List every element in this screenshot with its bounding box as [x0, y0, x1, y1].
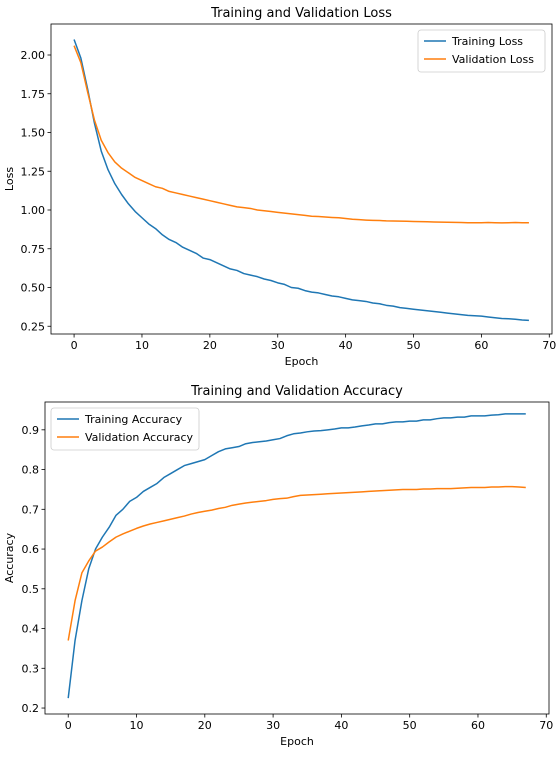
y-axis-label: Accuracy — [3, 532, 16, 583]
x-tick-label: 40 — [339, 339, 353, 352]
y-tick-label: 1.75 — [21, 88, 46, 101]
y-tick-label: 0.8 — [22, 464, 40, 477]
y-tick-label: 0.25 — [21, 320, 46, 333]
legend-label: Training Accuracy — [84, 413, 183, 426]
x-tick-label: 0 — [65, 719, 72, 732]
x-axis-label: Epoch — [285, 355, 319, 368]
plot-frame — [50, 23, 553, 335]
chart-title: Training and Validation Accuracy — [190, 384, 403, 399]
plot-frame — [44, 401, 550, 715]
legend: Training Accuracy Validation Accuracy — [50, 407, 200, 451]
series-line-validation-accuracy — [67, 485, 526, 641]
x-tick-label: 10 — [135, 339, 149, 352]
y-tick-label: 1.00 — [21, 204, 46, 217]
y-tick-label: 0.75 — [21, 243, 46, 256]
y-tick-label: 0.50 — [21, 282, 46, 295]
x-tick-label: 60 — [474, 339, 488, 352]
series-line-validation-loss — [73, 45, 529, 224]
x-tick-label: 40 — [334, 719, 348, 732]
legend: Training Loss Validation Loss — [417, 29, 546, 73]
legend-label: Training Loss — [451, 35, 523, 48]
y-tick-label: 0.9 — [22, 424, 40, 437]
x-tick-label: 30 — [266, 719, 280, 732]
series-line-training-loss — [73, 39, 529, 322]
x-tick-label: 50 — [403, 719, 417, 732]
y-tick-label: 0.6 — [22, 543, 40, 556]
legend-box — [50, 407, 200, 451]
y-tick-label: 0.3 — [22, 662, 40, 675]
chart-2: Training and Validation Accuracy 0 10 20 30 4… — [3, 384, 553, 748]
chart-1: Training and Validation Loss 0 10 20 30 40 50 6… — [3, 6, 556, 368]
legend-box — [417, 29, 546, 73]
chart-title: Training and Validation Loss — [210, 6, 392, 21]
x-tick-label: 70 — [539, 719, 553, 732]
x-tick-label: 10 — [130, 719, 144, 732]
x-tick-label: 20 — [203, 339, 217, 352]
x-axis-label: Epoch — [280, 735, 314, 748]
x-tick-label: 50 — [407, 339, 421, 352]
y-tick-label: 1.25 — [21, 165, 46, 178]
x-tick-label: 60 — [471, 719, 485, 732]
x-tick-label: 70 — [542, 339, 556, 352]
series-line-training-accuracy — [67, 413, 526, 699]
y-tick-label: 0.7 — [22, 503, 40, 516]
y-tick-label: 1.50 — [21, 127, 46, 140]
y-tick-label: 0.5 — [22, 583, 40, 596]
y-tick-label: 0.4 — [22, 623, 40, 636]
y-axis-label: Loss — [3, 167, 16, 191]
legend-label: Validation Accuracy — [85, 431, 194, 444]
legend-label: Validation Loss — [452, 53, 534, 66]
x-tick-label: 20 — [198, 719, 212, 732]
x-tick-label: 0 — [71, 339, 78, 352]
y-tick-label: 2.00 — [21, 49, 46, 62]
x-tick-label: 30 — [271, 339, 285, 352]
y-tick-label: 0.2 — [22, 702, 40, 715]
